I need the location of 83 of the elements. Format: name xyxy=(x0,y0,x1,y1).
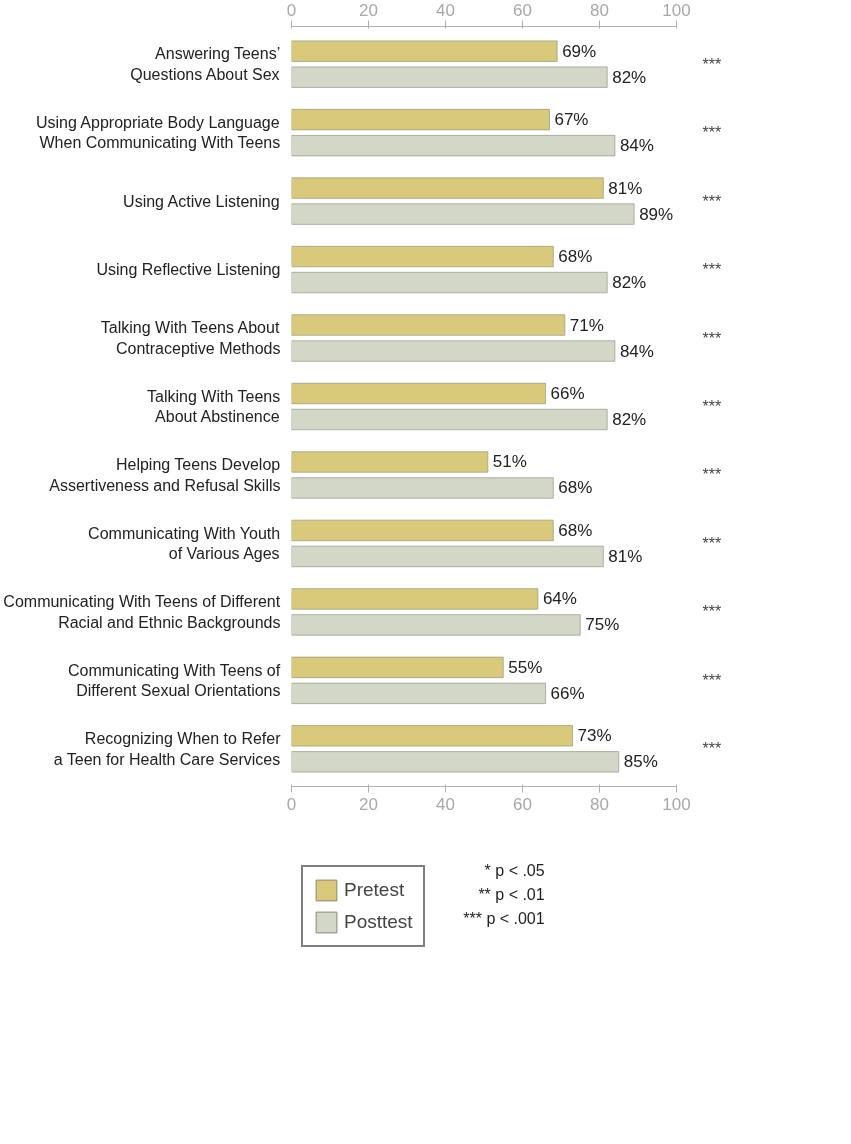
y-tick-label: Communicating With Teens of Different Sexual Orientations xyxy=(67,661,281,700)
bar xyxy=(291,614,581,636)
data-label: 68% xyxy=(558,520,593,540)
bar xyxy=(291,245,554,268)
data-label: 75% xyxy=(585,615,620,635)
text: *** xyxy=(702,329,722,347)
legend-label: Posttest xyxy=(344,911,413,933)
text: * p < .05 xyxy=(484,862,545,880)
bar xyxy=(291,135,616,157)
bar xyxy=(291,408,608,431)
data-label: 68% xyxy=(558,247,593,267)
text: *** xyxy=(702,671,722,689)
data-label: 82% xyxy=(612,67,647,87)
x-tick-label: 0 xyxy=(286,0,297,20)
x-tick-label: 60 xyxy=(513,0,532,20)
text: *** xyxy=(702,261,722,279)
text: *** xyxy=(702,466,722,484)
data-label: 82% xyxy=(612,410,647,430)
data-label: 64% xyxy=(542,589,577,609)
text: *** xyxy=(702,603,722,621)
data-label: 73% xyxy=(577,726,612,746)
data-label: 69% xyxy=(562,41,597,61)
bar xyxy=(291,382,546,405)
y-tick-label: Using Reflective Listening xyxy=(96,261,281,279)
y-tick-label: Recognizing When to Refer a Teen for Health Care Services xyxy=(53,730,282,768)
text: *** xyxy=(702,124,722,142)
data-label: 55% xyxy=(508,657,543,677)
x-tick-label: 20 xyxy=(359,0,378,20)
x2-tick-label: 20 xyxy=(359,794,378,814)
y-tick-label: Communicating With Youth of Various Ages xyxy=(88,524,281,563)
y-tick-label: Talking With Teens About Contraceptive Methods xyxy=(100,319,281,357)
y-tick-label: Using Appropriate Body Language When Communicating With Teens xyxy=(35,113,281,152)
data-label: 81% xyxy=(608,546,643,566)
x2-tick-label: 60 xyxy=(513,794,532,814)
data-label: 67% xyxy=(554,110,589,130)
data-label: 84% xyxy=(619,341,654,361)
text: ** p < .01 xyxy=(478,886,545,903)
text: *** xyxy=(702,398,722,415)
bar xyxy=(291,519,554,541)
bar xyxy=(291,340,616,362)
bar xyxy=(291,272,608,294)
text: *** xyxy=(702,740,722,758)
bar xyxy=(291,177,604,199)
legend-label: Pretest xyxy=(344,879,405,901)
bar xyxy=(291,451,489,473)
y-tick-label: Answering Teens’ Questions About Sex xyxy=(130,45,281,83)
bar xyxy=(291,682,546,704)
data-label: 85% xyxy=(623,752,658,772)
bar xyxy=(291,203,635,225)
x-tick-label: 40 xyxy=(436,0,455,20)
bar xyxy=(291,545,604,568)
x2-tick-label: 40 xyxy=(436,794,455,814)
data-label: 81% xyxy=(608,178,643,198)
bar xyxy=(291,66,608,88)
bar xyxy=(291,656,504,678)
y-tick-label: Talking With Teens About Abstinence xyxy=(147,387,281,426)
data-label: 51% xyxy=(492,452,527,472)
x2-tick-label: 80 xyxy=(590,794,609,814)
data-label: 66% xyxy=(550,383,585,403)
y-tick-label: Communicating With Teens of Different Racial and Ethnic Backgrounds xyxy=(3,593,281,631)
bar xyxy=(291,477,554,499)
text: *** xyxy=(702,534,722,552)
bar xyxy=(291,588,539,610)
x2-tick-label: 100 xyxy=(662,794,691,814)
y-tick-label: Helping Teens Develop Assertiveness and Refusal Skills xyxy=(49,456,281,494)
data-label: 89% xyxy=(639,204,674,224)
x2-tick-label: 0 xyxy=(286,794,297,814)
text: *** p < .001 xyxy=(463,909,545,927)
bar xyxy=(291,109,550,131)
bar xyxy=(291,725,573,747)
data-label: 66% xyxy=(550,683,585,703)
x-tick-label: 100 xyxy=(662,0,691,20)
data-label: 82% xyxy=(612,273,647,293)
text: *** xyxy=(702,192,722,210)
text: *** xyxy=(702,55,722,73)
bar xyxy=(291,314,566,336)
data-label: 68% xyxy=(558,478,593,498)
data-label: 71% xyxy=(569,315,604,335)
y-tick-label: Using Active Listening xyxy=(123,192,280,210)
bar xyxy=(291,40,558,62)
bar xyxy=(291,751,620,773)
data-label: 84% xyxy=(619,136,654,156)
x-tick-label: 80 xyxy=(590,0,609,20)
